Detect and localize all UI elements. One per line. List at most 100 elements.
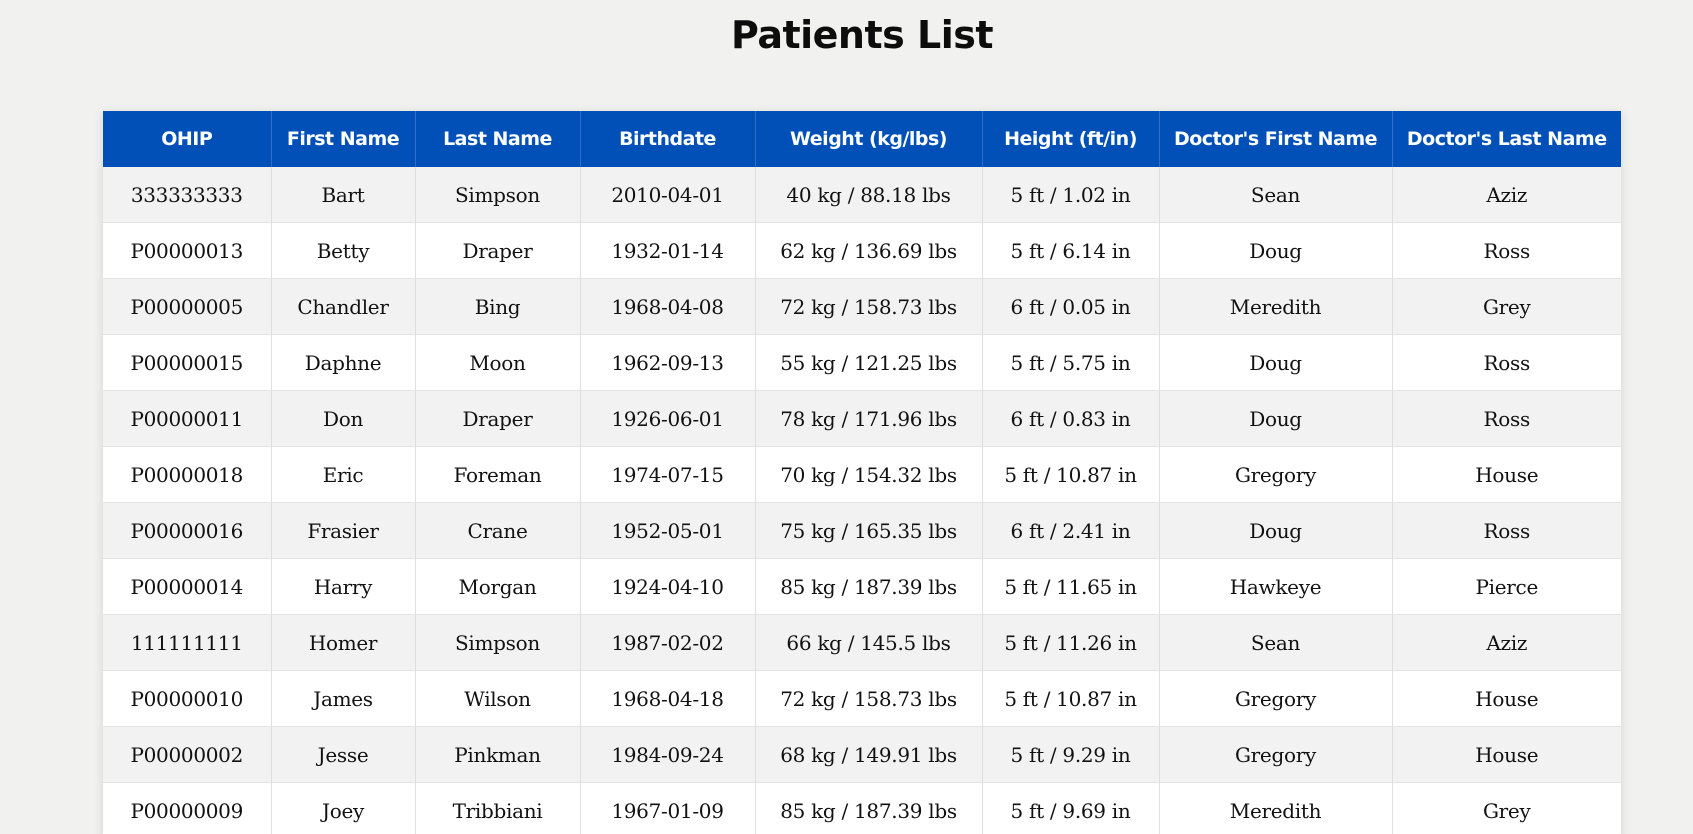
- first-name-cell: Frasier: [271, 502, 416, 559]
- height-cell: 6 ft / 0.83 in: [982, 390, 1160, 447]
- height-cell: 5 ft / 6.14 in: [982, 222, 1160, 279]
- weight-cell: 72 kg / 158.73 lbs: [755, 670, 983, 727]
- weight-cell: 55 kg / 121.25 lbs: [755, 334, 983, 391]
- birthdate-cell: 1932-01-14: [580, 222, 756, 279]
- last-name-cell: Tribbiani: [415, 782, 581, 834]
- last-name-cell: Crane: [415, 502, 581, 559]
- table-row[interactable]: P00000010 James Wilson 1968-04-18 72 kg / 15…: [103, 670, 1621, 727]
- last-name-cell: Pinkman: [415, 726, 581, 783]
- doctor-first-name-cell: Doug: [1159, 390, 1393, 447]
- column-header-weight[interactable]: Weight (kg/lbs): [755, 111, 983, 167]
- first-name-cell: Homer: [271, 614, 416, 671]
- doctor-last-name-cell: House: [1392, 726, 1621, 783]
- doctor-first-name-cell: Sean: [1159, 167, 1393, 223]
- table-row[interactable]: P00000005 Chandler Bing 1968-04-08 72 kg / 1…: [103, 278, 1621, 335]
- birthdate-cell: 1974-07-15: [580, 446, 756, 503]
- last-name-cell: Moon: [415, 334, 581, 391]
- table-row[interactable]: P00000015 Daphne Moon 1962-09-13 55 kg / 121…: [103, 334, 1621, 391]
- ohip-cell: P00000010: [103, 670, 272, 727]
- doctor-last-name-cell: House: [1392, 446, 1621, 503]
- ohip-cell: P00000018: [103, 446, 272, 503]
- first-name-cell: Daphne: [271, 334, 416, 391]
- height-cell: 6 ft / 0.05 in: [982, 278, 1160, 335]
- doctor-first-name-cell: Gregory: [1159, 446, 1393, 503]
- birthdate-cell: 1926-06-01: [580, 390, 756, 447]
- ohip-cell: P00000015: [103, 334, 272, 391]
- doctor-last-name-cell: Ross: [1392, 502, 1621, 559]
- last-name-cell: Simpson: [415, 614, 581, 671]
- birthdate-cell: 1967-01-09: [580, 782, 756, 834]
- table-row[interactable]: 111111111 Homer Simpson 1987-02-02 66 kg / 1…: [103, 614, 1621, 671]
- first-name-cell: Chandler: [271, 278, 416, 335]
- table-body: 333333333 Bart Simpson 2010-04-01 40 kg / 88…: [103, 167, 1621, 834]
- birthdate-cell: 1962-09-13: [580, 334, 756, 391]
- first-name-cell: Eric: [271, 446, 416, 503]
- last-name-cell: Wilson: [415, 670, 581, 727]
- birthdate-cell: 1968-04-08: [580, 278, 756, 335]
- last-name-cell: Bing: [415, 278, 581, 335]
- table-row[interactable]: P00000013 Betty Draper 1932-01-14 62 kg / 13…: [103, 222, 1621, 279]
- doctor-last-name-cell: Ross: [1392, 334, 1621, 391]
- doctor-last-name-cell: Ross: [1392, 222, 1621, 279]
- doctor-last-name-cell: Grey: [1392, 278, 1621, 335]
- height-cell: 5 ft / 1.02 in: [982, 167, 1160, 223]
- column-header-height[interactable]: Height (ft/in): [982, 111, 1160, 167]
- doctor-first-name-cell: Doug: [1159, 334, 1393, 391]
- birthdate-cell: 2010-04-01: [580, 167, 756, 223]
- column-header-birthdate[interactable]: Birthdate: [580, 111, 756, 167]
- column-header-ohip[interactable]: OHIP: [103, 111, 272, 167]
- page-title: Patients List: [730, 13, 994, 57]
- table-row[interactable]: P00000011 Don Draper 1926-06-01 78 kg / 171.…: [103, 390, 1621, 447]
- birthdate-cell: 1968-04-18: [580, 670, 756, 727]
- column-header-first-name[interactable]: First Name: [271, 111, 416, 167]
- weight-cell: 78 kg / 171.96 lbs: [755, 390, 983, 447]
- height-cell: 5 ft / 11.26 in: [982, 614, 1160, 671]
- doctor-first-name-cell: Meredith: [1159, 782, 1393, 834]
- last-name-cell: Draper: [415, 390, 581, 447]
- table-row[interactable]: P00000016 Frasier Crane 1952-05-01 75 kg / 1…: [103, 502, 1621, 559]
- doctor-first-name-cell: Gregory: [1159, 726, 1393, 783]
- height-cell: 6 ft / 2.41 in: [982, 502, 1160, 559]
- table-row[interactable]: P00000014 Harry Morgan 1924-04-10 85 kg / 18…: [103, 558, 1621, 615]
- doctor-last-name-cell: Aziz: [1392, 167, 1621, 223]
- ohip-cell: 333333333: [103, 167, 272, 223]
- patients-table: OHIP First Name Last Name Birthdate Weig…: [103, 111, 1621, 834]
- last-name-cell: Morgan: [415, 558, 581, 615]
- doctor-first-name-cell: Meredith: [1159, 278, 1393, 335]
- ohip-cell: P00000013: [103, 222, 272, 279]
- first-name-cell: Harry: [271, 558, 416, 615]
- weight-cell: 85 kg / 187.39 lbs: [755, 558, 983, 615]
- doctor-first-name-cell: Gregory: [1159, 670, 1393, 727]
- ohip-cell: P00000016: [103, 502, 272, 559]
- doctor-first-name-cell: Hawkeye: [1159, 558, 1393, 615]
- last-name-cell: Foreman: [415, 446, 581, 503]
- first-name-cell: Don: [271, 390, 416, 447]
- table-row[interactable]: P00000018 Eric Foreman 1974-07-15 70 kg / 15…: [103, 446, 1621, 503]
- doctor-last-name-cell: Aziz: [1392, 614, 1621, 671]
- doctor-first-name-cell: Doug: [1159, 222, 1393, 279]
- ohip-cell: P00000014: [103, 558, 272, 615]
- table-row[interactable]: 333333333 Bart Simpson 2010-04-01 40 kg / 88…: [103, 167, 1621, 223]
- height-cell: 5 ft / 10.87 in: [982, 670, 1160, 727]
- header-row: OHIP First Name Last Name Birthdate Weig…: [103, 111, 1621, 167]
- last-name-cell: Draper: [415, 222, 581, 279]
- column-header-doctor-first-name[interactable]: Doctor's First Name: [1159, 111, 1393, 167]
- column-header-doctor-last-name[interactable]: Doctor's Last Name: [1392, 111, 1621, 167]
- birthdate-cell: 1952-05-01: [580, 502, 756, 559]
- column-header-last-name[interactable]: Last Name: [415, 111, 581, 167]
- last-name-cell: Simpson: [415, 167, 581, 223]
- weight-cell: 40 kg / 88.18 lbs: [755, 167, 983, 223]
- ohip-cell: 111111111: [103, 614, 272, 671]
- ohip-cell: P00000002: [103, 726, 272, 783]
- ohip-cell: P00000011: [103, 390, 272, 447]
- first-name-cell: James: [271, 670, 416, 727]
- ohip-cell: P00000005: [103, 278, 272, 335]
- table-row[interactable]: P00000009 Joey Tribbiani 1967-01-09 85 kg / …: [103, 782, 1621, 834]
- first-name-cell: Betty: [271, 222, 416, 279]
- patients-table-container: OHIP First Name Last Name Birthdate Weig…: [103, 111, 1621, 834]
- doctor-last-name-cell: House: [1392, 670, 1621, 727]
- table-row[interactable]: P00000002 Jesse Pinkman 1984-09-24 68 kg / 1…: [103, 726, 1621, 783]
- weight-cell: 62 kg / 136.69 lbs: [755, 222, 983, 279]
- weight-cell: 66 kg / 145.5 lbs: [755, 614, 983, 671]
- birthdate-cell: 1987-02-02: [580, 614, 756, 671]
